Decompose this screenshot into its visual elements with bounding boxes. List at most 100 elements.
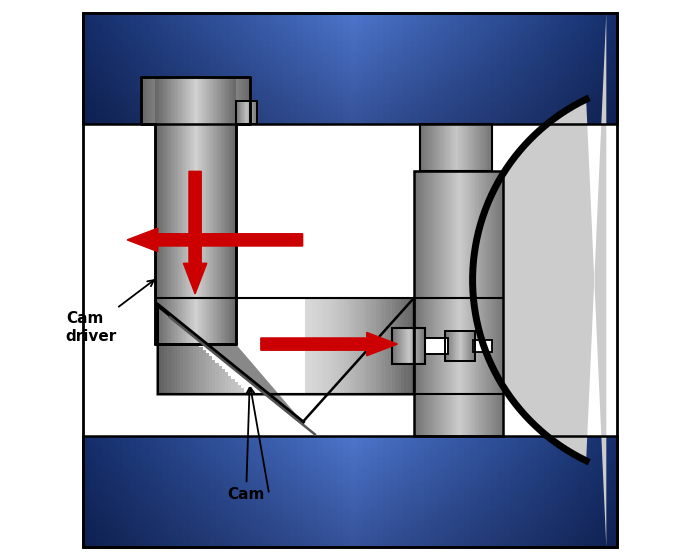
Bar: [457, 94, 463, 98]
Bar: [176, 120, 183, 124]
Bar: [377, 83, 384, 87]
Bar: [390, 120, 397, 124]
Bar: [109, 98, 116, 102]
Bar: [190, 484, 196, 488]
Bar: [197, 80, 198, 344]
Bar: [584, 57, 591, 61]
Bar: [209, 514, 216, 518]
Bar: [283, 16, 290, 20]
Bar: [372, 298, 376, 394]
Bar: [270, 91, 276, 94]
Bar: [223, 94, 230, 98]
Bar: [250, 473, 256, 477]
Bar: [243, 540, 250, 544]
Bar: [457, 469, 463, 473]
Bar: [370, 42, 377, 46]
Bar: [230, 16, 237, 20]
Bar: [564, 484, 570, 488]
Bar: [403, 109, 410, 113]
Bar: [170, 77, 172, 124]
Bar: [604, 510, 611, 514]
Bar: [229, 80, 230, 344]
Bar: [437, 98, 444, 102]
Bar: [176, 83, 183, 87]
Bar: [96, 105, 103, 109]
Bar: [156, 440, 163, 444]
Bar: [564, 24, 570, 27]
Bar: [578, 458, 584, 462]
Bar: [578, 447, 584, 451]
Bar: [163, 94, 169, 98]
Bar: [424, 529, 430, 533]
Bar: [504, 76, 510, 80]
Bar: [337, 451, 343, 455]
Bar: [463, 42, 470, 46]
Bar: [243, 436, 250, 440]
Bar: [161, 77, 163, 124]
Bar: [237, 12, 243, 16]
Bar: [83, 540, 89, 544]
Bar: [323, 477, 330, 480]
Bar: [216, 61, 223, 64]
Bar: [604, 447, 611, 451]
Bar: [357, 61, 363, 64]
Bar: [109, 87, 116, 91]
Bar: [158, 80, 159, 344]
Bar: [470, 80, 477, 83]
Bar: [136, 64, 143, 68]
Bar: [584, 80, 591, 83]
Bar: [155, 80, 156, 344]
Bar: [397, 533, 403, 536]
Bar: [163, 544, 169, 548]
Bar: [130, 455, 136, 458]
Bar: [591, 529, 597, 533]
Bar: [163, 507, 169, 510]
Bar: [384, 469, 390, 473]
Bar: [149, 455, 156, 458]
Bar: [216, 455, 223, 458]
Bar: [537, 536, 544, 540]
Bar: [89, 72, 96, 76]
Bar: [410, 16, 417, 20]
Bar: [570, 109, 578, 113]
Bar: [510, 451, 517, 455]
Bar: [463, 521, 470, 525]
Bar: [510, 466, 517, 469]
Bar: [597, 488, 604, 492]
Bar: [350, 436, 357, 440]
Bar: [103, 12, 109, 16]
Bar: [149, 492, 156, 496]
Bar: [209, 540, 216, 544]
Bar: [310, 105, 316, 109]
Bar: [363, 27, 370, 31]
Bar: [437, 12, 444, 16]
Bar: [203, 83, 209, 87]
Bar: [410, 455, 417, 458]
Bar: [551, 113, 557, 116]
Bar: [363, 113, 370, 116]
Bar: [337, 492, 343, 496]
Bar: [343, 76, 350, 80]
Bar: [491, 458, 497, 462]
Bar: [96, 521, 103, 525]
Bar: [597, 61, 604, 64]
Bar: [190, 337, 193, 394]
Bar: [551, 514, 557, 518]
Bar: [604, 20, 611, 24]
Bar: [416, 171, 417, 436]
Bar: [143, 536, 149, 540]
Bar: [270, 477, 276, 480]
Bar: [437, 496, 444, 499]
Bar: [163, 462, 169, 466]
Bar: [397, 544, 403, 548]
Bar: [370, 72, 377, 76]
Bar: [330, 496, 337, 499]
Bar: [497, 525, 504, 529]
Bar: [310, 102, 316, 105]
Bar: [357, 105, 363, 109]
Bar: [209, 109, 216, 113]
Bar: [584, 83, 591, 87]
Bar: [470, 39, 477, 42]
Bar: [384, 46, 390, 50]
Bar: [337, 473, 343, 477]
